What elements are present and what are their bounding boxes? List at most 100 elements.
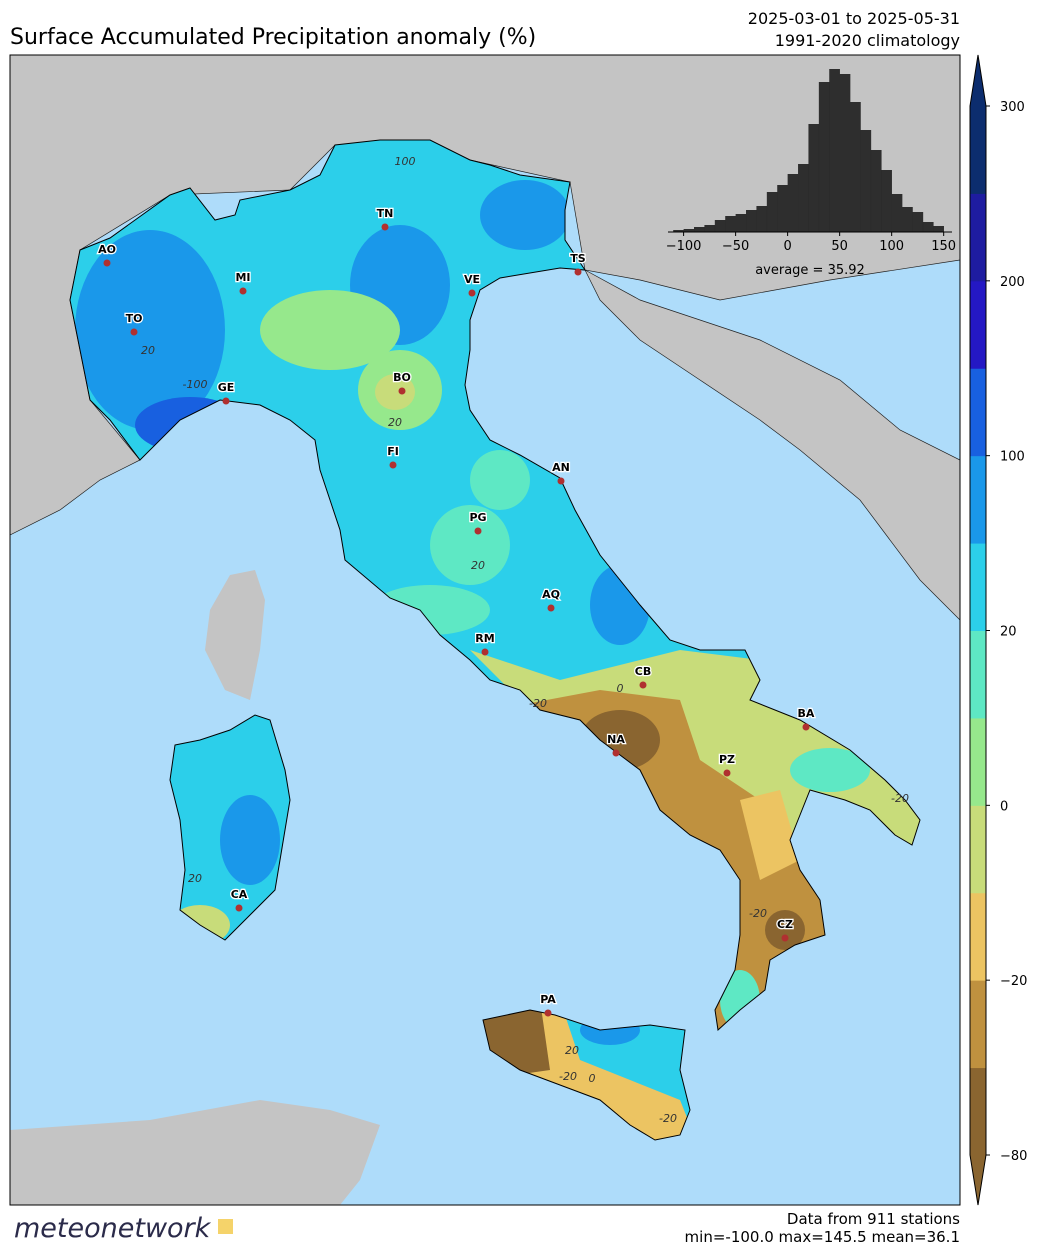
colorbar: −80 −20 0 20 100 200 300 [969,54,1027,1206]
histogram-bar [933,226,944,232]
city-dot [544,1009,552,1017]
contour-label: 20 [471,559,485,572]
contour-label: 0 [617,682,624,695]
x-tick-label: 150 [931,239,956,254]
colorbar-segment [970,543,986,631]
colorbar-segment [970,717,986,806]
climatology: 1991-2020 climatology [775,31,960,50]
histogram-bar [735,214,747,232]
city-label: BO [393,371,411,384]
city-label: TS [570,252,586,265]
histogram-bar [881,170,892,232]
histogram-bar [766,192,778,232]
city-dot [802,723,810,731]
land [10,55,960,536]
sicily-outline [482,1009,691,1141]
histogram-bar [870,150,882,232]
x-tick-label: −100 [666,239,702,254]
histogram-bar [777,185,788,232]
contour-label: -100 [183,378,208,391]
contour-label: -20 [559,1070,577,1083]
city-dot [557,477,565,485]
histogram-bar [829,69,840,232]
city-dot [398,387,406,395]
x-tick-label: 50 [831,239,848,254]
city-label: PG [469,511,486,524]
land [584,269,960,621]
histogram-bar [673,230,684,232]
city-label: TO [126,312,143,325]
city-dot [481,648,489,656]
city-dot [130,328,138,336]
histogram: −100 −50 0 50 100 150 average = 35.92 [666,69,956,278]
logo: meteonetwork [14,1213,212,1244]
histogram-bar [922,222,934,232]
histogram-bar [683,229,695,232]
city-label: AN [552,461,570,474]
histogram-bar [860,130,872,232]
city-label: FI [387,445,399,458]
city-dot [612,749,620,757]
city-label: NA [607,733,625,746]
period: 2025-03-01 to 2025-05-31 [748,9,960,28]
stations: Data from 911 stations [787,1210,960,1228]
contour-label: 20 [565,1044,579,1057]
x-tick-label: 0 [783,239,791,254]
sardinia-outline [169,714,291,941]
colorbar-tick-label: −20 [1000,974,1027,989]
contour-label: 20 [188,872,202,885]
map-labels: AO MI TO GE TN VE TS BO FI AN PG AQ RM CB NA BA PZ CA CZ PA… [97,155,909,1125]
city-dot [639,681,647,689]
histogram-bar [891,194,903,232]
colorbar-segment [970,106,986,194]
contour-label: 0 [589,1072,596,1085]
contour-label: 20 [388,416,402,429]
city-label: VE [464,273,480,286]
city-dot [381,223,389,231]
city-dot [235,904,243,912]
colorbar-extend [970,55,986,106]
colorbar-segment [970,892,986,981]
city-label: CA [231,888,248,901]
colorbar-tick-label: 0 [1000,799,1008,814]
histogram-bar [839,74,851,232]
colorbar-tick-label: 100 [1000,450,1025,465]
colorbar-tick-label: 200 [1000,275,1025,290]
histogram-bar [798,164,809,232]
colorbar-segment [970,193,986,282]
city-label: MI [235,271,250,284]
city-dot [723,769,731,777]
city-label: CB [635,665,651,678]
city-label: PZ [719,753,735,766]
map-frame [9,54,961,1206]
colorbar-tick-label: −80 [1000,1149,1027,1164]
histogram-bar [704,225,716,232]
x-tick-label: 100 [879,239,904,254]
histogram-bar [694,227,705,232]
city-label: CZ [777,918,793,931]
title: Surface Accumulated Precipitation anomal… [10,25,536,50]
city-label: RM [475,632,494,645]
colorbar-segment [970,630,986,719]
histogram-bar [725,216,736,232]
histogram-bar [850,102,861,232]
corsica [205,570,265,700]
histogram-bar [902,207,913,232]
stats: min=-100.0 max=145.5 mean=36.1 [685,1228,960,1246]
histogram-annotation: average = 35.92 [755,263,865,278]
colorbar-tick-label: 300 [1000,100,1025,115]
contour-label: 100 [395,155,416,168]
contour-label: -20 [529,697,547,710]
map: AO MI TO GE TN VE TS BO FI AN PG AQ RM CB NA BA PZ CA CZ PA… [10,55,960,1205]
histogram-bar [746,210,757,232]
contour-label: -20 [749,907,767,920]
colorbar-segment [970,980,986,1069]
city-label: GE [218,381,235,394]
colorbar-segment [970,280,986,369]
city-dot [239,287,247,295]
city-dot [781,934,789,942]
colorbar-segment [970,368,986,457]
city-dot [222,397,230,405]
city-dot [574,268,582,276]
